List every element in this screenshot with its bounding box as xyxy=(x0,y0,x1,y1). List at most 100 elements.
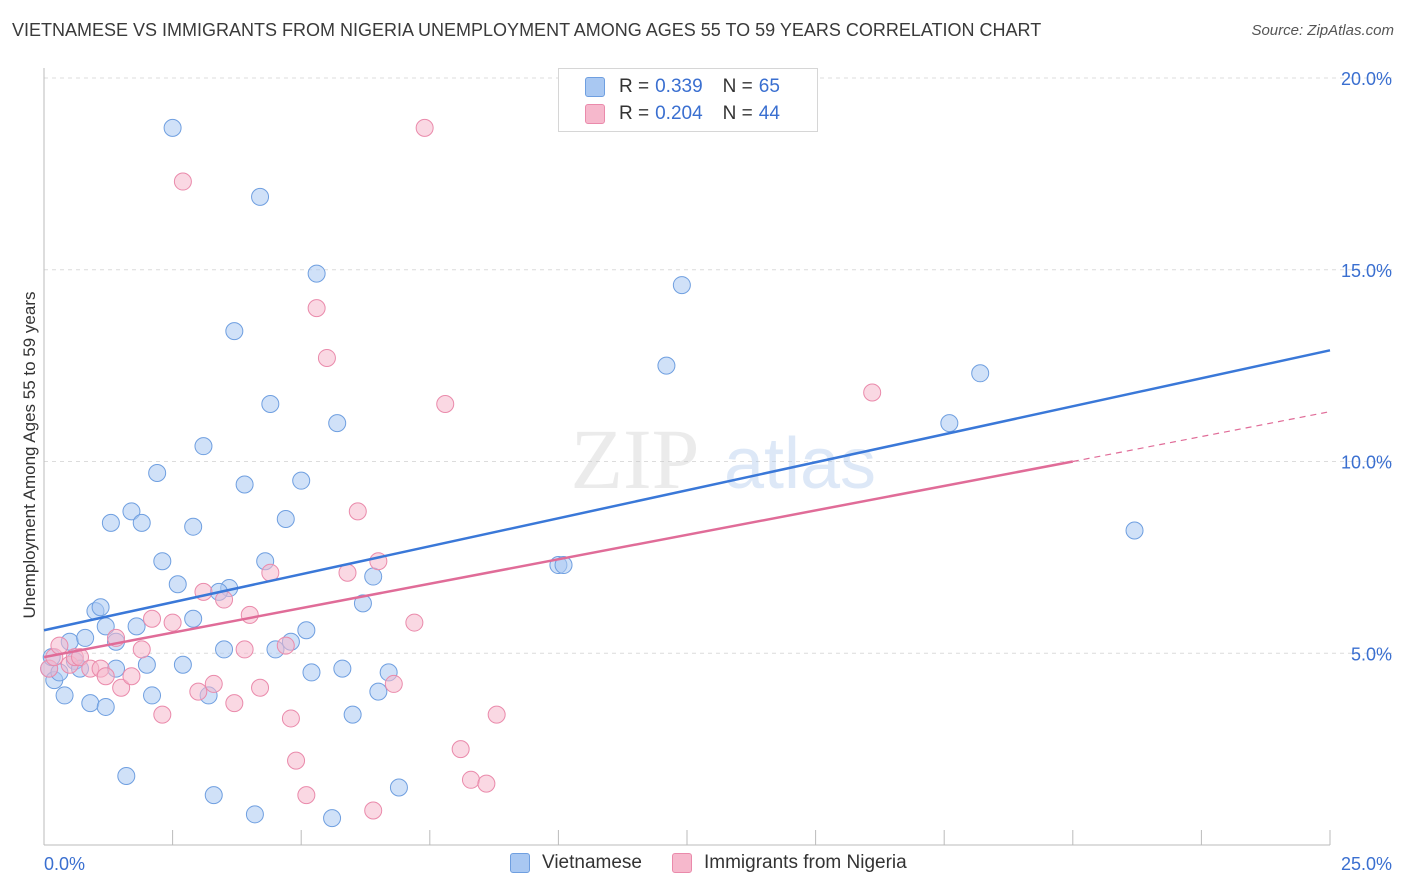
point-nigeria xyxy=(477,774,496,793)
point-vietnamese xyxy=(194,437,213,456)
point-nigeria xyxy=(297,786,316,805)
point-nigeria xyxy=(405,613,424,632)
point-nigeria xyxy=(251,678,270,697)
axes xyxy=(43,68,1331,846)
point-vietnamese xyxy=(148,464,167,483)
point-vietnamese xyxy=(369,682,388,701)
point-nigeria xyxy=(225,694,244,713)
point-nigeria xyxy=(112,678,131,697)
point-vietnamese xyxy=(353,594,372,613)
point-vietnamese xyxy=(184,517,203,536)
point-vietnamese xyxy=(297,621,316,640)
trend-line-vietnamese xyxy=(43,349,1331,632)
gridlines xyxy=(44,77,1392,654)
legend-swatch-nigeria xyxy=(585,104,605,124)
point-nigeria xyxy=(173,172,192,191)
point-vietnamese xyxy=(96,697,115,716)
correlation-legend: R = 0.339 N = 65 R = 0.204 N = 44 xyxy=(558,68,818,132)
point-vietnamese xyxy=(122,502,141,521)
point-nigeria xyxy=(122,667,141,686)
point-vietnamese xyxy=(1125,521,1144,540)
point-vietnamese xyxy=(117,766,136,785)
point-vietnamese xyxy=(971,364,990,383)
y-tick-label: 10.0% xyxy=(1341,453,1392,473)
point-vietnamese xyxy=(184,609,203,628)
point-vietnamese xyxy=(173,655,192,674)
y-tick-label: 20.0% xyxy=(1341,69,1392,89)
point-vietnamese xyxy=(940,414,959,433)
watermark-atlas: atlas xyxy=(724,424,876,504)
point-nigeria xyxy=(204,674,223,693)
x-tick-label-min: 0.0% xyxy=(44,854,85,874)
point-nigeria xyxy=(240,605,259,624)
y-tick-label: 15.0% xyxy=(1341,261,1392,281)
series-swatch-vietnamese xyxy=(510,853,530,873)
legend-row-vietnamese: R = 0.339 N = 65 xyxy=(585,75,780,99)
point-nigeria xyxy=(281,709,300,728)
point-nigeria xyxy=(317,348,336,367)
legend-r-label: R = xyxy=(619,103,650,124)
point-vietnamese xyxy=(137,655,156,674)
point-vietnamese xyxy=(343,705,362,724)
point-nigeria xyxy=(364,801,383,820)
point-vietnamese xyxy=(215,640,234,659)
point-vietnamese xyxy=(276,510,295,529)
point-nigeria xyxy=(338,563,357,582)
legend-r-label: R = xyxy=(619,76,650,97)
point-vietnamese xyxy=(364,567,383,586)
point-nigeria xyxy=(451,740,470,759)
series-label-vietnamese: Vietnamese xyxy=(542,852,642,873)
point-nigeria xyxy=(50,636,69,655)
point-nigeria xyxy=(96,667,115,686)
series-swatch-nigeria xyxy=(672,853,692,873)
legend-n-value: 65 xyxy=(758,76,780,97)
point-vietnamese xyxy=(323,809,342,828)
legend-swatch-vietnamese xyxy=(585,77,605,97)
point-vietnamese xyxy=(163,118,182,137)
point-nigeria xyxy=(487,705,506,724)
point-nigeria xyxy=(307,299,326,318)
point-vietnamese xyxy=(292,471,311,490)
point-nigeria xyxy=(163,613,182,632)
point-vietnamese xyxy=(554,556,573,575)
point-vietnamese xyxy=(235,475,254,494)
point-nigeria xyxy=(132,640,151,659)
point-nigeria xyxy=(153,705,172,724)
point-vietnamese xyxy=(389,778,408,797)
point-vietnamese xyxy=(333,659,352,678)
source-label: Source: ZipAtlas.com xyxy=(1251,22,1394,39)
point-nigeria xyxy=(71,648,90,667)
point-nigeria xyxy=(461,770,480,789)
point-vietnamese xyxy=(302,663,321,682)
tick-labels: 5.0% 10.0% 15.0% 20.0% 0.0% 25.0% xyxy=(44,69,1392,874)
legend-n-label: N = xyxy=(722,103,753,124)
series-legend: Vietnamese Immigrants from Nigeria xyxy=(510,852,937,874)
point-nigeria xyxy=(384,674,403,693)
legend-row-nigeria: R = 0.204 N = 44 xyxy=(585,102,780,126)
point-vietnamese xyxy=(101,513,120,532)
trend-lines xyxy=(43,349,1331,659)
point-vietnamese xyxy=(672,276,691,295)
legend-n-label: N = xyxy=(722,76,753,97)
point-vietnamese xyxy=(143,686,162,705)
point-vietnamese xyxy=(261,394,280,413)
legend-n-value: 44 xyxy=(758,103,780,124)
trend-line-nigeria-extension xyxy=(1072,411,1331,463)
point-vietnamese xyxy=(328,414,347,433)
legend-r-value: 0.204 xyxy=(655,103,703,124)
point-nigeria xyxy=(235,640,254,659)
y-tick-label: 5.0% xyxy=(1351,644,1392,664)
point-vietnamese xyxy=(245,805,264,824)
series-label-nigeria: Immigrants from Nigeria xyxy=(704,852,907,873)
point-vietnamese xyxy=(168,575,187,594)
series-legend-nigeria[interactable]: Immigrants from Nigeria xyxy=(672,852,907,874)
point-vietnamese xyxy=(153,552,172,571)
chart-title: VIETNAMESE VS IMMIGRANTS FROM NIGERIA UN… xyxy=(12,20,1042,40)
legend-r-value: 0.339 xyxy=(655,76,703,97)
series-legend-vietnamese[interactable]: Vietnamese xyxy=(510,852,642,874)
point-vietnamese xyxy=(204,786,223,805)
point-nigeria xyxy=(276,636,295,655)
point-vietnamese xyxy=(225,322,244,341)
point-nigeria xyxy=(348,502,367,521)
